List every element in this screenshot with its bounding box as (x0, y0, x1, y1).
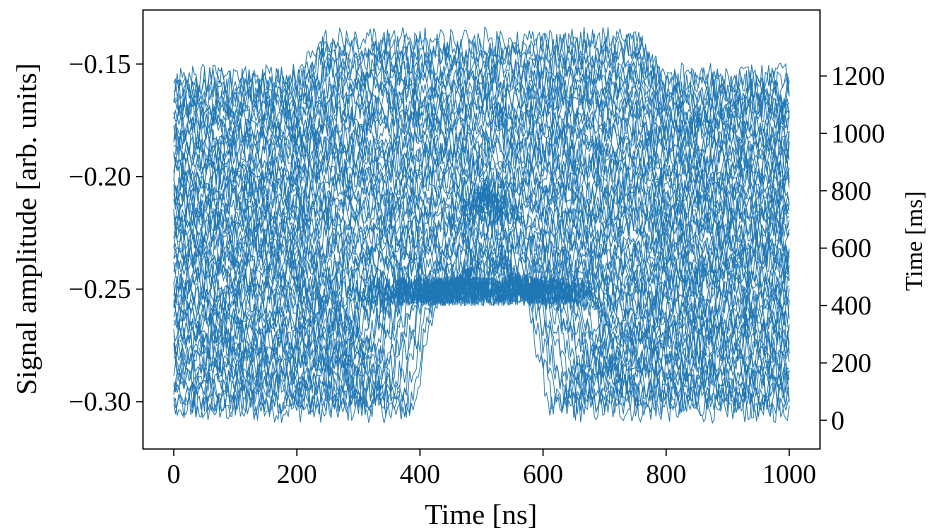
y-tick-label: −0.15 (69, 49, 131, 79)
trace-line (173, 171, 790, 216)
trace-line (173, 25, 790, 93)
x-tick-label: 400 (400, 459, 441, 489)
trace-line (173, 62, 790, 124)
trace-line (173, 109, 790, 165)
trace-line (173, 164, 790, 212)
trace-line (173, 133, 790, 186)
trace-line (173, 245, 790, 326)
x-tick-label: 0 (167, 459, 181, 489)
trace-line (173, 147, 790, 196)
y-tick-label: −0.25 (69, 274, 131, 304)
trace-line (173, 116, 790, 170)
y-tick-label: −0.20 (69, 162, 131, 192)
trace-line (173, 244, 790, 320)
trace-line (173, 210, 790, 290)
x-tick-label: 1000 (762, 459, 816, 489)
trace-line (173, 182, 790, 237)
trace-line (173, 39, 790, 104)
trace-line (173, 262, 790, 346)
right-axis-ticks: 0 200 400 600 800 1000 1200 (820, 61, 885, 435)
trace-line (173, 256, 790, 336)
y-tick-label: −0.30 (69, 387, 131, 417)
x-axis-label: Time [ns] (425, 499, 538, 531)
trace-line (173, 98, 790, 155)
trace-line (173, 220, 790, 300)
trace-line (173, 232, 790, 311)
trace-line (173, 92, 790, 149)
x-tick-label: 200 (277, 459, 318, 489)
y-axis-label: Signal amplitude [arb. units] (11, 63, 43, 395)
x-tick-label: 600 (523, 459, 564, 489)
right-tick-label: 200 (831, 348, 872, 378)
x-axis-ticks: 0 200 400 600 800 1000 (167, 449, 816, 489)
trace-line (173, 44, 790, 109)
plot-frame (142, 9, 821, 450)
right-axis-label: Time [ms] (902, 191, 928, 291)
traces (173, 25, 790, 425)
right-tick-label: 800 (831, 176, 872, 206)
trace-line (173, 31, 790, 99)
right-tick-label: 1200 (831, 61, 885, 91)
trace-line (173, 129, 790, 181)
trace-line (173, 212, 790, 294)
trace-line (173, 50, 790, 114)
x-tick-label: 800 (646, 459, 687, 489)
trace-line (173, 152, 790, 202)
right-tick-label: 0 (831, 405, 845, 435)
trace-line (173, 74, 790, 134)
right-tick-label: 400 (831, 291, 872, 321)
right-tick-label: 600 (831, 233, 872, 263)
right-tick-label: 1000 (831, 118, 885, 148)
y-axis-ticks: −0.30 −0.25 −0.20 −0.15 (69, 49, 143, 417)
trace-line (173, 180, 790, 228)
